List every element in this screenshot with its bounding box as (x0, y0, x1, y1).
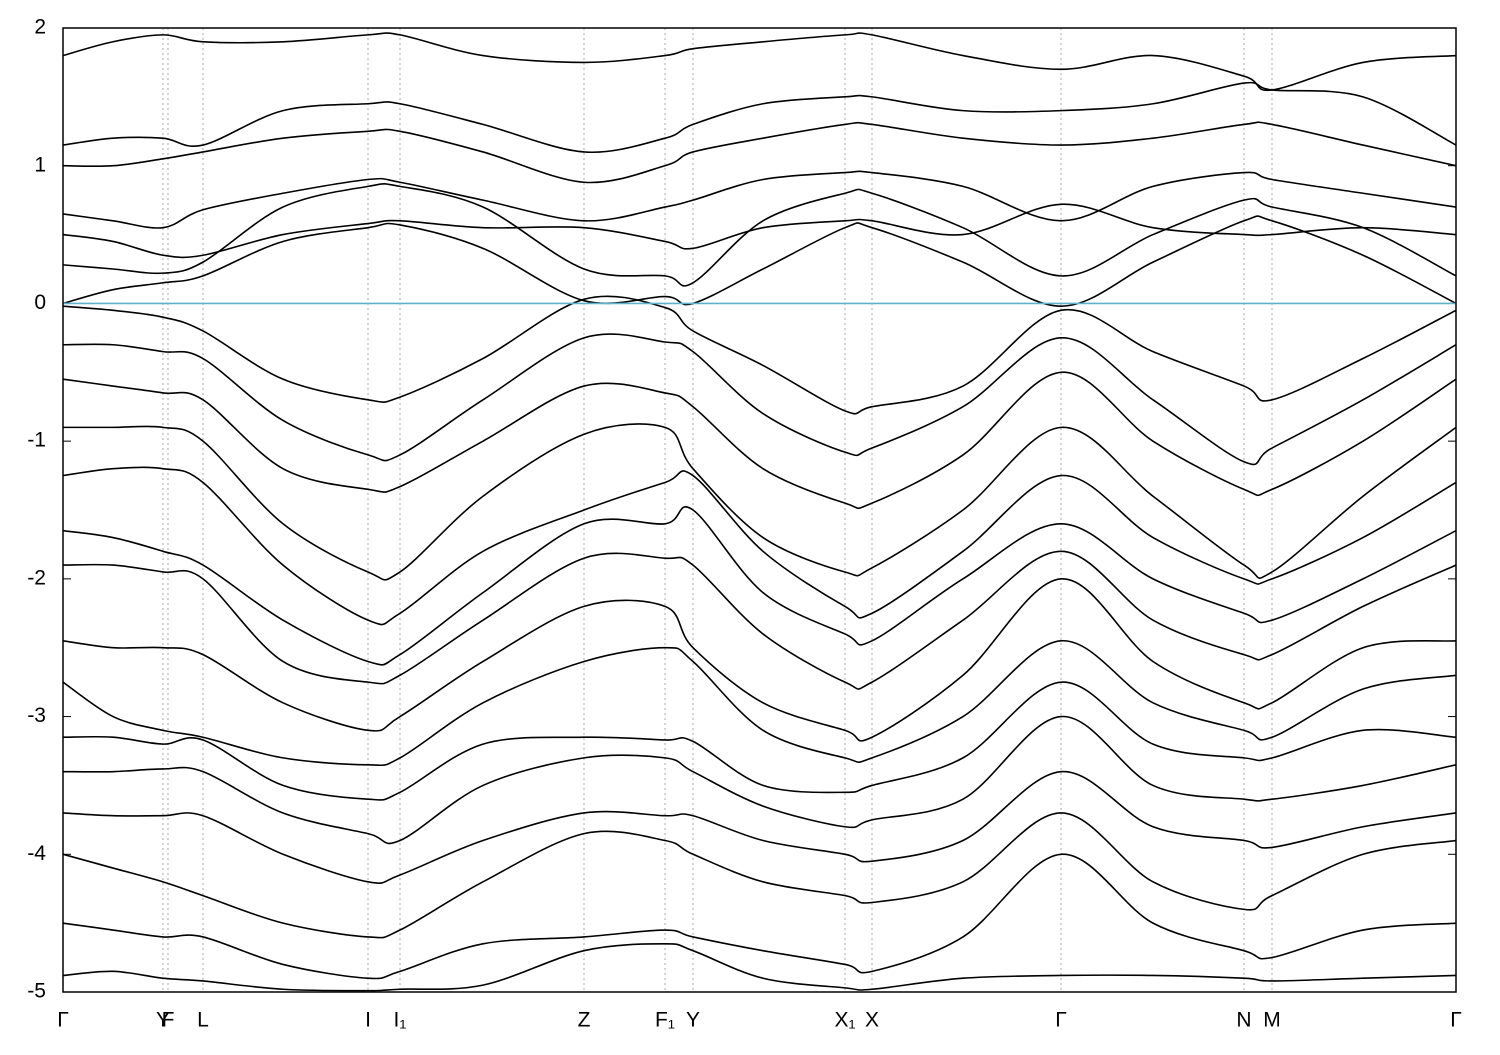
band-line (63, 640, 1456, 767)
band-line (63, 812, 1456, 939)
x-tick-label: F (162, 1009, 175, 1032)
y-tick-label: -1 (27, 429, 46, 452)
band-line (63, 81, 1456, 154)
band-line (63, 215, 1456, 307)
band-line (63, 295, 1456, 415)
band-line (63, 32, 1456, 92)
x-tick-label: N (1236, 1009, 1251, 1032)
x-tick-label: F₁ (655, 1009, 675, 1032)
band-line (63, 550, 1456, 690)
band-line (63, 715, 1456, 845)
x-tick-label: Γ (57, 1009, 69, 1032)
y-tick-label: -4 (27, 842, 46, 865)
band-line (63, 170, 1456, 229)
y-tick-label: -5 (27, 980, 46, 1003)
y-tick-label: 0 (34, 291, 46, 314)
band-line (63, 333, 1456, 466)
y-tick-label: 2 (34, 16, 46, 39)
plot-frame (62, 27, 1457, 993)
x-tick-label: Γ (1055, 1009, 1067, 1032)
x-tick-label: M (1263, 1009, 1281, 1032)
band-line (63, 182, 1456, 287)
x-tick-label: Y (686, 1009, 700, 1032)
x-tick-label: X (865, 1009, 879, 1032)
band-line (63, 681, 1456, 801)
band-line (63, 942, 1456, 992)
x-tick-label: Z (578, 1009, 591, 1032)
band-line (63, 770, 1456, 884)
band-line (63, 371, 1456, 510)
y-tick-label: -3 (27, 704, 46, 727)
band-line (63, 578, 1456, 742)
band-line (63, 423, 1456, 581)
x-tick-label: X₁ (834, 1009, 855, 1032)
band-line (63, 853, 1456, 980)
bands (63, 32, 1456, 992)
x-tick-label: I (365, 1009, 371, 1032)
x-tick-label: Γ (1450, 1009, 1462, 1032)
band-line (63, 466, 1456, 626)
y-tick-label: 1 (34, 153, 46, 176)
x-tick-label: L (197, 1009, 209, 1032)
band-line (63, 203, 1456, 259)
band-line (63, 121, 1456, 184)
x-tick-label: I₁ (394, 1009, 407, 1032)
x-tick-label: Y (156, 1009, 170, 1032)
y-tick-label: -2 (27, 566, 46, 589)
band-line (63, 506, 1456, 666)
